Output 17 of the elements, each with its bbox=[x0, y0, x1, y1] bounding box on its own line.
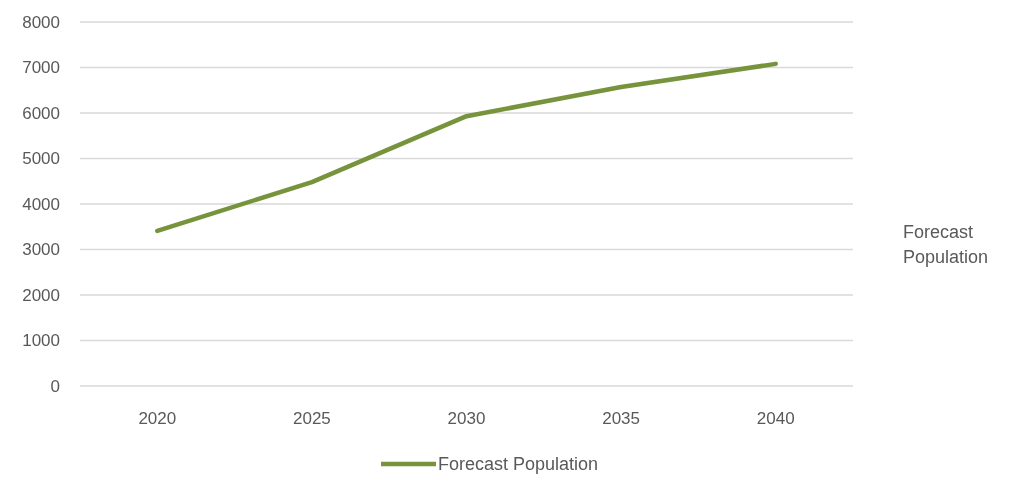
y-tick-label: 0 bbox=[50, 376, 60, 396]
y-tick-label: 8000 bbox=[22, 12, 60, 32]
y-axis-title: Forecast Population bbox=[903, 222, 989, 267]
x-tick-label: 2035 bbox=[602, 409, 641, 428]
x-tick-label: 2040 bbox=[756, 409, 795, 428]
line-series bbox=[155, 61, 778, 234]
x-tick-label: 2025 bbox=[292, 409, 331, 428]
y-tick-label: 1000 bbox=[22, 331, 60, 351]
x-tick-label: 2030 bbox=[447, 409, 486, 428]
y-tick-label: 6000 bbox=[22, 103, 60, 123]
y-tick-label: 4000 bbox=[22, 194, 60, 214]
y-tick-label: 2000 bbox=[22, 285, 60, 305]
y-tick-label: 5000 bbox=[22, 149, 60, 169]
x-tick-label: 2020 bbox=[138, 409, 177, 428]
y-tick-label: 3000 bbox=[22, 240, 60, 260]
legend-label: Forecast Population bbox=[438, 454, 599, 474]
y-tick-label: 7000 bbox=[22, 58, 60, 78]
